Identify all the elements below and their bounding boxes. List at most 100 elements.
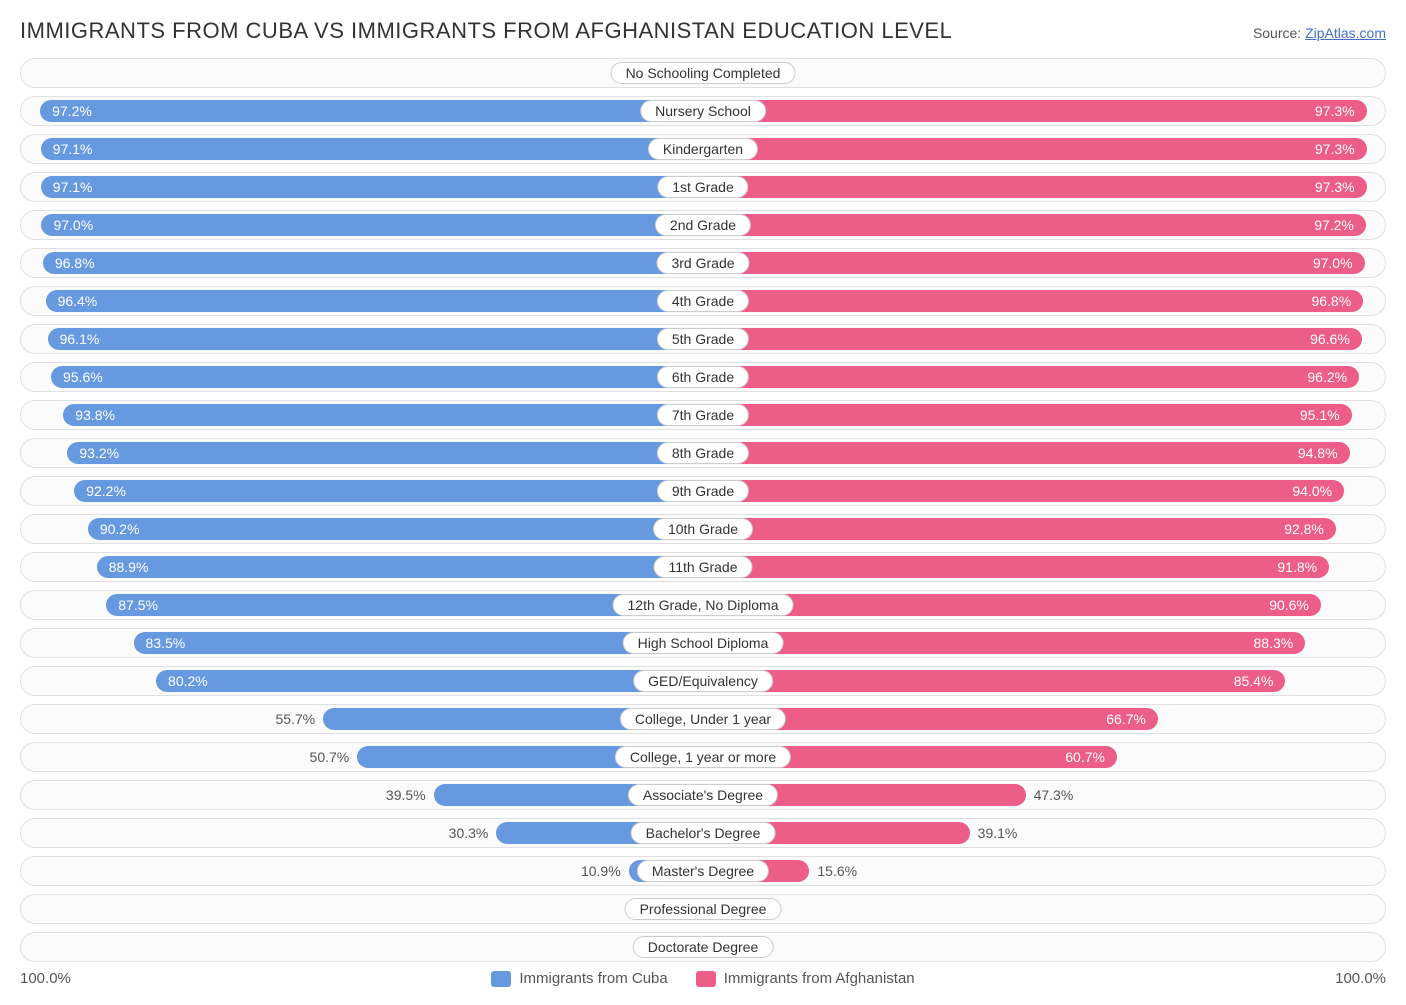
chart-row: 96.8%97.0%3rd Grade: [20, 248, 1386, 278]
bar-right: [703, 404, 1352, 426]
category-label: 7th Grade: [657, 404, 749, 426]
category-label: Associate's Degree: [628, 784, 778, 806]
bar-left: [134, 632, 703, 654]
value-right: 66.7%: [1106, 711, 1146, 727]
value-right: 85.4%: [1234, 673, 1274, 689]
category-label: High School Diploma: [623, 632, 784, 654]
bar-right: [703, 556, 1329, 578]
value-right: 97.3%: [1315, 179, 1355, 195]
bar-left: [67, 442, 703, 464]
chart-row: 55.7% 66.7% College, Under 1 year: [20, 704, 1386, 734]
value-left: 97.2%: [52, 103, 92, 119]
chart-row: 87.5%90.6%12th Grade, No Diploma: [20, 590, 1386, 620]
value-right: 47.3%: [1034, 787, 1074, 803]
chart-row: 30.3%39.1%Bachelor's Degree: [20, 818, 1386, 848]
category-label: 11th Grade: [653, 556, 752, 578]
value-right: 95.1%: [1300, 407, 1340, 423]
value-left: 90.2%: [100, 521, 140, 537]
value-right: 94.8%: [1298, 445, 1338, 461]
category-label: 6th Grade: [657, 366, 749, 388]
chart-footer: 100.0% Immigrants from Cuba Immigrants f…: [20, 970, 1386, 987]
bar-right: [703, 670, 1285, 692]
legend-label-right: Immigrants from Afghanistan: [724, 970, 915, 987]
bar-left: [41, 138, 703, 160]
legend-item-left: Immigrants from Cuba: [491, 970, 667, 987]
value-right: 88.3%: [1254, 635, 1294, 651]
chart-row: 80.2%85.4%GED/Equivalency: [20, 666, 1386, 696]
chart-row: 97.1%97.3%Kindergarten: [20, 134, 1386, 164]
chart-row: 1.2%1.8%Doctorate Degree: [20, 932, 1386, 962]
bar-right: [703, 328, 1362, 350]
chart-legend: Immigrants from Cuba Immigrants from Afg…: [71, 970, 1335, 987]
legend-item-right: Immigrants from Afghanistan: [696, 970, 915, 987]
value-left: 95.6%: [63, 369, 103, 385]
bar-left: [40, 100, 703, 122]
legend-swatch-left: [491, 971, 511, 987]
bar-left: [156, 670, 703, 692]
category-label: 9th Grade: [657, 480, 749, 502]
bar-left: [74, 480, 703, 502]
value-right: 96.8%: [1311, 293, 1351, 309]
bar-left: [48, 328, 703, 350]
value-left: 55.7%: [275, 711, 315, 727]
category-label: Bachelor's Degree: [631, 822, 776, 844]
value-right: 90.6%: [1269, 597, 1309, 613]
category-label: Nursery School: [640, 100, 766, 122]
value-right: 15.6%: [817, 863, 857, 879]
bar-left: [46, 290, 703, 312]
value-left: 87.5%: [118, 597, 158, 613]
chart-row: 2.8%2.7%No Schooling Completed: [20, 58, 1386, 88]
bar-right: [703, 290, 1363, 312]
chart-row: 83.5% 88.3% High School Diploma: [20, 628, 1386, 658]
bar-right: [703, 138, 1367, 160]
category-label: College, 1 year or more: [615, 746, 791, 768]
value-left: 97.0%: [53, 217, 93, 233]
value-right: 97.3%: [1315, 141, 1355, 157]
value-left: 92.2%: [86, 483, 126, 499]
chart-row: 3.6%4.5%Professional Degree: [20, 894, 1386, 924]
value-left: 88.9%: [109, 559, 149, 575]
value-right: 96.6%: [1310, 331, 1350, 347]
source-link[interactable]: ZipAtlas.com: [1305, 25, 1386, 41]
bar-right: [703, 176, 1367, 198]
chart-row: 97.1%97.3%1st Grade: [20, 172, 1386, 202]
category-label: Professional Degree: [625, 898, 782, 920]
value-right: 60.7%: [1065, 749, 1105, 765]
value-right: 96.2%: [1307, 369, 1347, 385]
category-label: 1st Grade: [657, 176, 748, 198]
category-label: 3rd Grade: [656, 252, 749, 274]
chart-row: 90.2%92.8%10th Grade: [20, 514, 1386, 544]
category-label: College, Under 1 year: [620, 708, 786, 730]
category-label: 8th Grade: [657, 442, 749, 464]
legend-swatch-right: [696, 971, 716, 987]
bar-right: [703, 632, 1305, 654]
bar-right: [703, 252, 1365, 274]
bar-right: [703, 442, 1350, 464]
value-left: 10.9%: [581, 863, 621, 879]
value-left: 50.7%: [310, 749, 350, 765]
chart-row: 50.7% 60.7% College, 1 year or more: [20, 742, 1386, 772]
bar-right: [703, 518, 1336, 540]
value-left: 93.2%: [79, 445, 119, 461]
category-label: Master's Degree: [637, 860, 769, 882]
chart-row: 93.2% 94.8% 8th Grade: [20, 438, 1386, 468]
value-right: 91.8%: [1277, 559, 1317, 575]
chart-row: 96.1%96.6%5th Grade: [20, 324, 1386, 354]
bar-left: [41, 176, 703, 198]
bar-right: [703, 100, 1367, 122]
chart-row: 97.2%97.3%Nursery School: [20, 96, 1386, 126]
bar-right: [703, 214, 1366, 236]
value-right: 97.0%: [1313, 255, 1353, 271]
value-left: 30.3%: [449, 825, 489, 841]
bar-right: [703, 366, 1359, 388]
bar-left: [41, 214, 703, 236]
chart-row: 97.0%97.2%2nd Grade: [20, 210, 1386, 240]
chart-header: IMMIGRANTS FROM CUBA VS IMMIGRANTS FROM …: [20, 18, 1386, 44]
axis-max-left: 100.0%: [20, 970, 71, 987]
category-label: Kindergarten: [648, 138, 758, 160]
value-left: 39.5%: [386, 787, 426, 803]
value-right: 92.8%: [1284, 521, 1324, 537]
chart-row: 95.6% 96.2% 6th Grade: [20, 362, 1386, 392]
value-left: 83.5%: [146, 635, 186, 651]
category-label: Doctorate Degree: [633, 936, 774, 958]
